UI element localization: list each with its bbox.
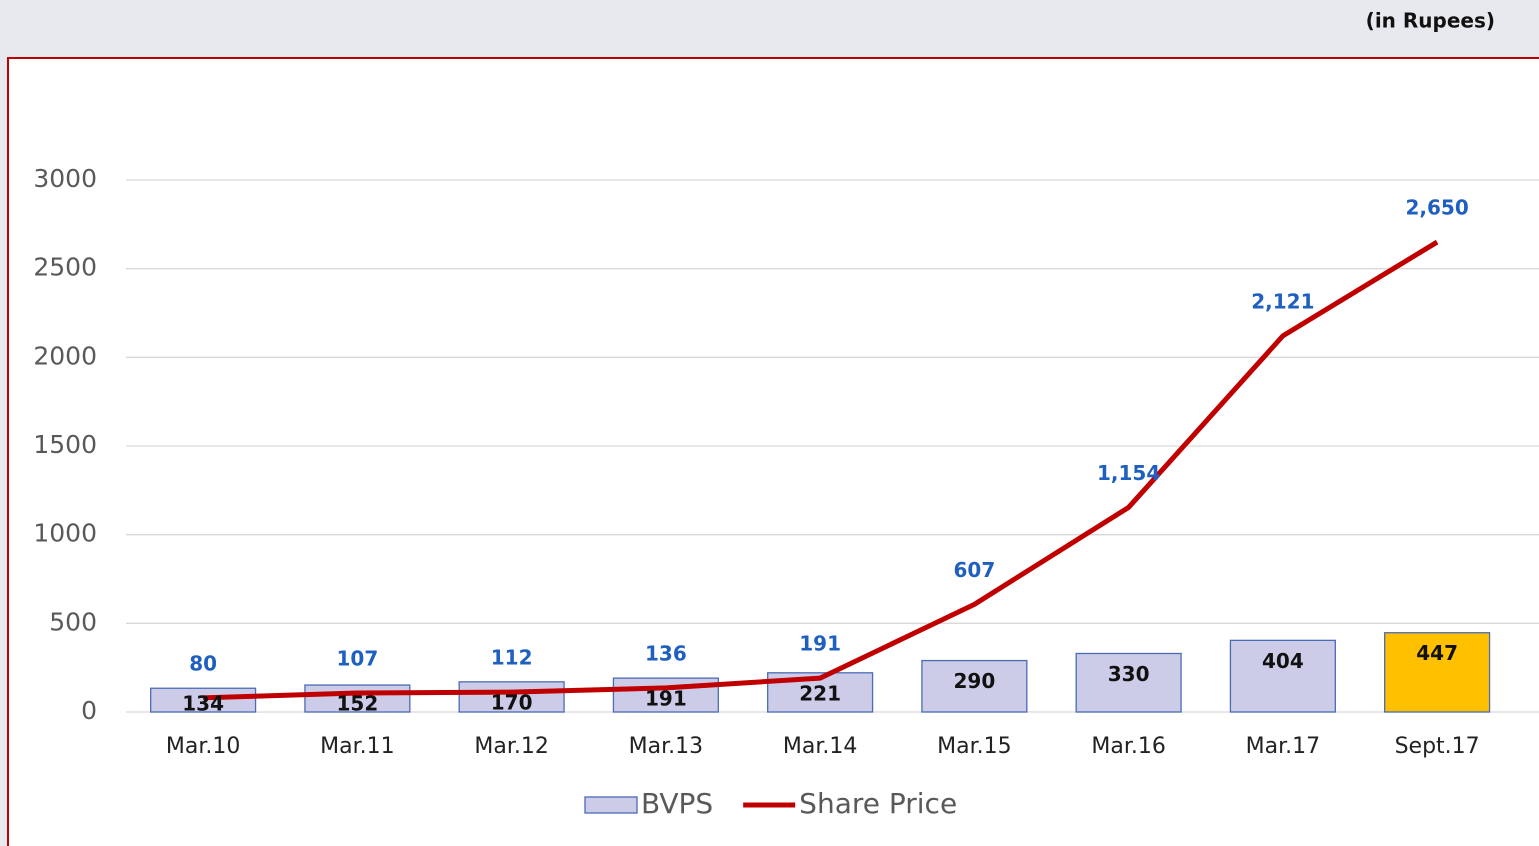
- x-tick-label: Mar.16: [1091, 734, 1165, 759]
- y-tick-label: 2500: [33, 253, 97, 282]
- line-value-label: 112: [491, 646, 533, 670]
- bar-value-label: 170: [491, 690, 533, 714]
- y-tick-label: 1500: [33, 430, 97, 459]
- x-tick-label: Mar.11: [320, 734, 394, 759]
- bar-value-label: 152: [337, 692, 379, 716]
- bar-value-label: 221: [799, 681, 841, 705]
- plot-frame: [7, 57, 1539, 846]
- y-tick-label: 2000: [33, 341, 97, 370]
- bar: [1384, 632, 1491, 713]
- bar-value-label: 134: [182, 692, 224, 716]
- line-value-label: 136: [645, 641, 687, 665]
- y-tick-label: 500: [49, 607, 97, 636]
- bar-value-label: 404: [1262, 649, 1304, 673]
- line-value-label: 1,154: [1097, 461, 1160, 485]
- bar: [1075, 652, 1182, 713]
- bar-value-label: 330: [1108, 662, 1150, 686]
- bar: [458, 681, 565, 713]
- line: [203, 239, 1439, 701]
- legend-label: Share Price: [799, 787, 957, 820]
- bar: [1229, 639, 1336, 713]
- bar-value-label: 447: [1416, 641, 1458, 665]
- x-tick-label: Mar.14: [783, 734, 857, 759]
- bar: [304, 684, 411, 713]
- line-value-label: 191: [799, 632, 841, 656]
- x-tick-label: Mar.13: [629, 734, 703, 759]
- bar-value-label: 290: [954, 669, 996, 693]
- x-tick-label: Mar.10: [166, 734, 240, 759]
- y-tick-label: 3000: [33, 164, 97, 193]
- y-tick-label: 1000: [33, 519, 97, 548]
- bar-value-label: 191: [645, 687, 687, 711]
- x-tick-label: Sept.17: [1395, 734, 1480, 759]
- legend-label: BVPS: [641, 787, 713, 820]
- y-tick-label: 0: [81, 696, 97, 725]
- line-value-label: 80: [189, 651, 217, 675]
- x-tick-label: Mar.17: [1246, 734, 1320, 759]
- line-value-label: 2,650: [1405, 196, 1468, 220]
- x-tick-label: Mar.15: [937, 734, 1011, 759]
- bar: [150, 687, 257, 713]
- x-tick-label: Mar.12: [474, 734, 548, 759]
- unit-label: (in Rupees): [1366, 9, 1495, 33]
- bar: [921, 659, 1028, 713]
- legend-swatch: [584, 796, 638, 814]
- line-value-label: 2,121: [1251, 289, 1314, 313]
- line-value-label: 107: [337, 647, 379, 671]
- line-value-label: 607: [954, 558, 996, 582]
